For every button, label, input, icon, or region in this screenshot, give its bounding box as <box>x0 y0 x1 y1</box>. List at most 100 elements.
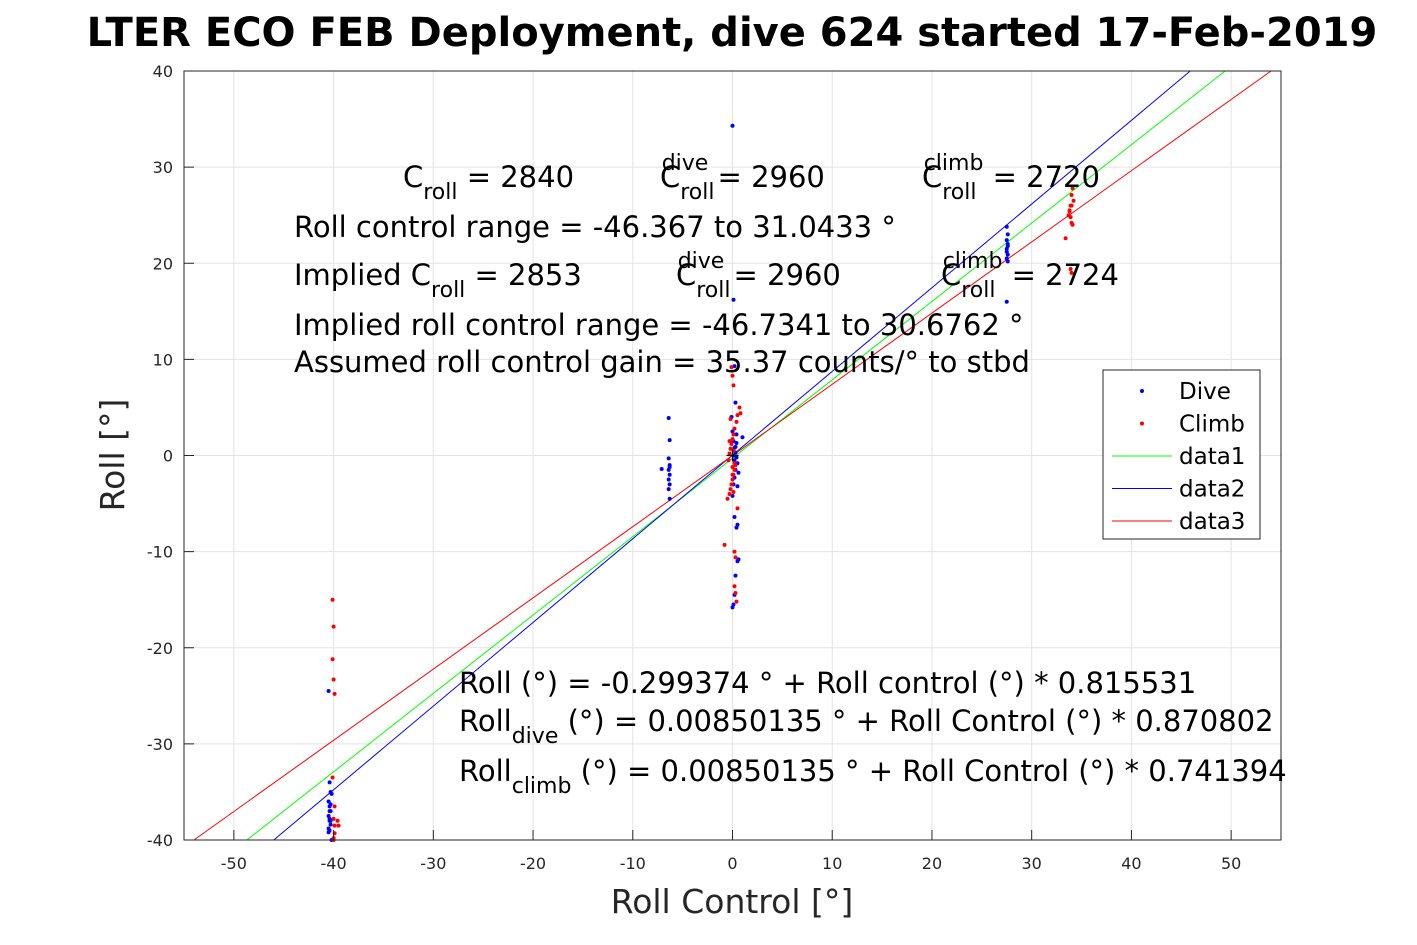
x-tick-label: 40 <box>1121 854 1141 873</box>
y-tick-label: 30 <box>153 158 173 177</box>
dive-point <box>328 802 333 807</box>
y-tick-label: 40 <box>153 62 173 81</box>
dive-point <box>667 438 672 443</box>
climb-point <box>730 477 735 482</box>
climb-point <box>729 482 734 487</box>
climb-point <box>722 542 727 547</box>
climb-point <box>730 373 735 378</box>
y-tick-label: 0 <box>163 447 173 466</box>
climb-point <box>732 584 737 589</box>
climb-point <box>733 555 738 560</box>
legend-label: Climb <box>1179 412 1245 438</box>
climb-point <box>332 804 337 809</box>
dive-point <box>730 123 735 128</box>
legend: Dive Climb data1 data2 data3 <box>1102 369 1261 540</box>
x-tick-label: 20 <box>922 854 942 873</box>
dive-point <box>734 525 739 530</box>
dive-point <box>1004 224 1009 229</box>
x-tick-label: -20 <box>520 854 546 873</box>
climb-point <box>732 461 737 466</box>
y-tick-label: -40 <box>147 831 173 850</box>
legend-label: data1 <box>1179 444 1245 470</box>
x-tick-label: -50 <box>221 854 247 873</box>
dive-point <box>666 416 671 421</box>
dive-point <box>1005 242 1010 247</box>
climb-point <box>730 437 735 442</box>
annotation-i3: Crollclimb = 2724 <box>941 249 1119 303</box>
climb-point <box>1067 208 1072 213</box>
dive-point <box>1005 252 1010 257</box>
dive-point <box>733 573 738 578</box>
dive-point <box>1004 299 1009 304</box>
climb-point <box>1068 267 1073 272</box>
dive-point <box>1005 232 1010 237</box>
dive-point <box>327 780 332 785</box>
climb-point <box>731 432 736 437</box>
climb-point <box>332 691 337 696</box>
climb-point <box>729 365 734 370</box>
climb-point <box>331 624 336 629</box>
climb-point <box>729 441 734 446</box>
climb-point <box>1063 236 1068 241</box>
climb-point <box>1068 215 1073 220</box>
annotation-f2: Rolldive (°) = 0.00850135 ° + Roll Contr… <box>459 704 1274 749</box>
climb-point <box>735 506 740 511</box>
legend-box <box>1102 369 1261 540</box>
dive-point <box>733 444 738 449</box>
annotation-f3: Rollclimb (°) = 0.00850135 ° + Roll Cont… <box>459 754 1287 799</box>
climb-point <box>731 383 736 388</box>
dive-point <box>329 791 334 796</box>
dive-point <box>326 830 331 835</box>
y-axis-label: Roll [°] <box>93 399 132 512</box>
climb-point <box>728 416 733 421</box>
data-points <box>326 123 1076 842</box>
dive-point <box>736 470 741 475</box>
x-tick-label: 30 <box>1022 854 1042 873</box>
dive-point <box>327 809 332 814</box>
dive-point <box>326 799 331 804</box>
annotation-r2: Implied roll control range = -46.7341 to… <box>294 308 1024 342</box>
x-tick-label: 0 <box>727 854 737 873</box>
climb-point <box>331 677 336 682</box>
climb-point <box>335 818 340 823</box>
origin-marker <box>726 449 739 462</box>
climb-point <box>738 411 743 416</box>
climb-point <box>737 405 742 410</box>
climb-point <box>332 823 337 828</box>
climb-point <box>330 775 335 780</box>
climb-point <box>1071 198 1076 203</box>
climb-point <box>730 472 735 477</box>
dive-point <box>667 472 672 477</box>
dive-point <box>731 297 736 302</box>
climb-point <box>728 487 733 492</box>
dive-point <box>1004 246 1009 251</box>
climb-point <box>732 549 737 554</box>
x-tick-label: -30 <box>420 854 446 873</box>
climb-point <box>725 496 730 501</box>
climb-point <box>730 465 735 470</box>
climb-point <box>330 597 335 602</box>
annotation-i2: Crolldive = 2960 <box>676 249 841 303</box>
dive-point <box>734 455 739 460</box>
legend-label: data2 <box>1179 477 1245 503</box>
climb-point <box>1070 186 1075 191</box>
climb-point <box>1069 270 1074 275</box>
dive-point <box>666 477 671 482</box>
dive-point <box>666 487 671 492</box>
x-tick-label: -40 <box>321 854 347 873</box>
dive-point <box>734 432 739 437</box>
legend-marker-climb <box>1140 421 1144 426</box>
x-axis-label: Roll Control [°] <box>611 882 854 921</box>
dive-point <box>666 456 671 461</box>
dive-point <box>733 400 738 405</box>
annotation-i1: Implied Croll = 2853 <box>294 258 582 303</box>
dive-point <box>667 482 672 487</box>
climb-point <box>732 426 737 431</box>
annotation-c3: Crollclimb = 2720 <box>922 151 1100 205</box>
legend-marker-dive <box>1140 389 1144 393</box>
dive-point <box>732 515 737 520</box>
climb-point <box>1069 203 1074 208</box>
climb-point <box>727 451 732 456</box>
dive-point <box>326 689 331 694</box>
